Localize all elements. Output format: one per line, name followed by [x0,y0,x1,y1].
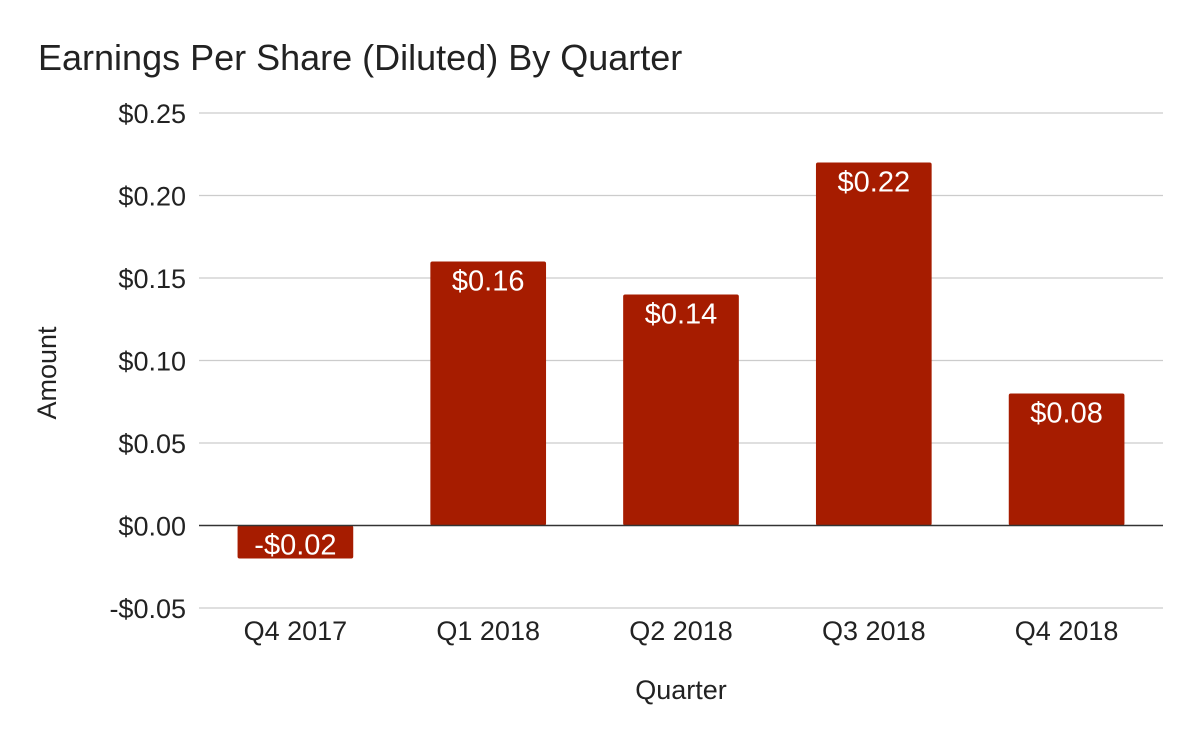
chart-title: Earnings Per Share (Diluted) By Quarter [38,37,682,78]
bar [623,294,739,526]
bar [815,162,932,526]
data-label: $0.08 [1030,398,1103,430]
y-tick-label: $0.10 [118,347,186,377]
data-label: $0.22 [838,167,911,199]
data-label: -$0.02 [254,530,336,562]
y-tick-label: $0.15 [118,264,186,294]
x-tick-label: Q4 2017 [244,616,348,646]
bar [1008,393,1125,526]
x-tick-label: Q2 2018 [629,616,733,646]
bar [430,261,547,526]
data-label: $0.16 [452,266,525,298]
y-axis-ticks: -$0.05 $0.00 $0.05 $0.10 $0.15 $0.20 $0.25 [109,99,186,624]
data-label: $0.14 [645,299,718,331]
x-axis-ticks: Q4 2017 Q1 2018 Q2 2018 Q3 2018 Q4 2018 [244,616,1119,646]
y-tick-label: $0.00 [118,512,186,542]
x-axis-title: Quarter [635,675,727,705]
y-tick-label: $0.05 [118,429,186,459]
x-tick-label: Q4 2018 [1015,616,1119,646]
bar [237,525,354,559]
x-tick-label: Q1 2018 [436,616,540,646]
y-tick-label: $0.20 [118,182,186,212]
data-labels: -$0.02 $0.16 $0.14 $0.22 $0.08 [254,167,1103,562]
y-tick-label: $0.25 [118,99,186,129]
x-tick-label: Q3 2018 [822,616,926,646]
y-axis-title: Amount [32,326,62,420]
bars [237,162,1125,559]
y-tick-label: -$0.05 [109,594,186,624]
